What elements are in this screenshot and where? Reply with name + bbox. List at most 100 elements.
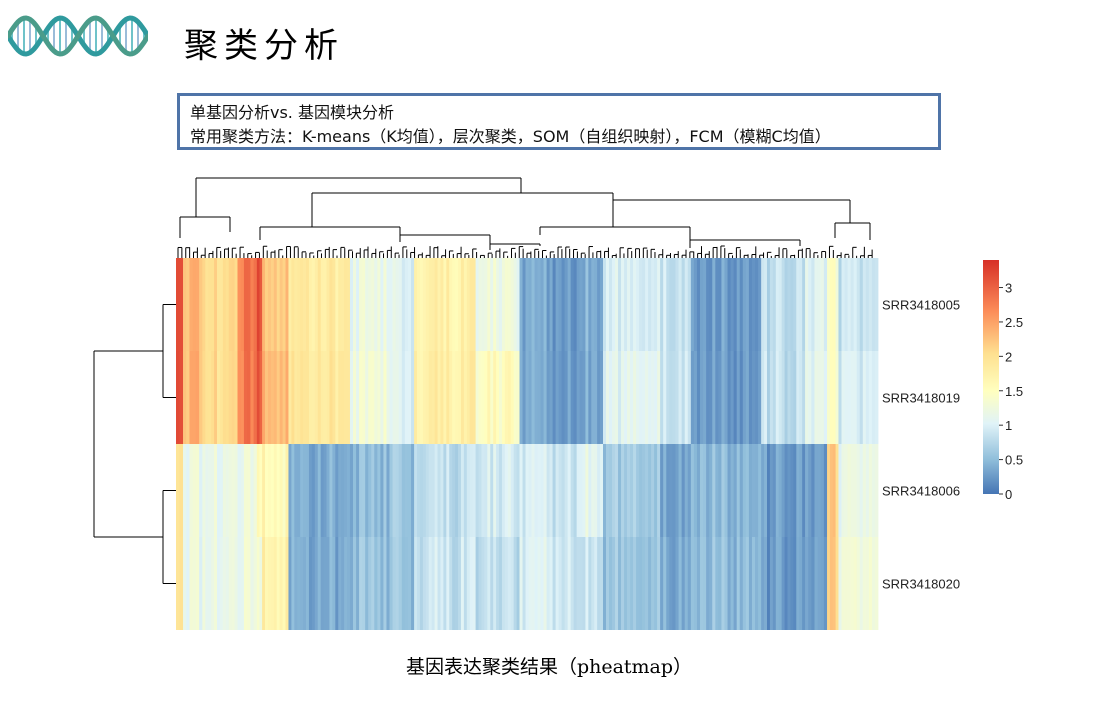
heatmap-cell	[585, 258, 589, 351]
heatmap-cell	[225, 258, 230, 351]
heatmap-cell	[827, 351, 831, 444]
heatmap-cell	[718, 258, 722, 351]
heatmap-cell	[832, 444, 837, 537]
heatmap-cell	[841, 258, 845, 351]
heatmap-cell	[338, 351, 342, 444]
heatmap-cell	[225, 351, 230, 444]
heatmap-cell	[552, 537, 556, 630]
heatmap-cell	[469, 537, 474, 630]
heatmap-cell	[579, 258, 583, 351]
colorbar-tick-label: 0	[1005, 487, 1012, 502]
heatmap-cell	[475, 258, 479, 351]
heatmap-cell	[326, 537, 330, 630]
heatmap-cell	[715, 258, 719, 351]
heatmap-cell	[228, 258, 233, 351]
heatmap-cell	[838, 258, 842, 351]
heatmap-cell	[217, 537, 221, 630]
heatmap-cell	[591, 537, 595, 630]
heatmap-cell	[314, 258, 319, 351]
heatmap-cell	[265, 444, 269, 537]
heatmap-cell	[499, 444, 503, 537]
colorbar	[983, 260, 999, 494]
heatmap-cell	[769, 444, 774, 537]
heatmap-cell	[546, 537, 550, 630]
heatmap-cell	[651, 444, 655, 537]
heatmap-cell	[784, 444, 788, 537]
heatmap-cell	[335, 258, 339, 351]
heatmap-cell	[781, 258, 785, 351]
heatmap-cell	[745, 258, 750, 351]
heatmap-cell	[730, 351, 735, 444]
heatmap-cell	[344, 444, 348, 537]
heatmap-cell	[772, 444, 777, 537]
heatmap-cell	[736, 537, 741, 630]
heatmap-cell	[414, 258, 418, 351]
heatmap-cell	[446, 444, 450, 537]
heatmap-cell	[787, 351, 791, 444]
heatmap-cell	[401, 444, 406, 537]
heatmap-cell	[654, 444, 658, 537]
heatmap-cell	[823, 444, 828, 537]
heatmap-cell	[778, 258, 783, 351]
heatmap-cell	[761, 258, 765, 351]
heatmap-cell	[335, 351, 339, 444]
heatmap-cell	[411, 537, 415, 630]
heatmap-cell	[552, 258, 556, 351]
heatmap-cell	[570, 537, 575, 630]
heatmap-cell	[443, 537, 447, 630]
heatmap-cell	[395, 444, 400, 537]
heatmap-cell	[525, 537, 529, 630]
column-dendrogram	[177, 177, 873, 258]
heatmap-cell	[528, 351, 532, 444]
heatmap-cell	[761, 351, 765, 444]
heatmap-cell	[487, 537, 491, 630]
heatmap-cell	[633, 444, 637, 537]
heatmap-cell	[389, 351, 393, 444]
heatmap-cell	[681, 537, 686, 630]
heatmap-cell	[199, 351, 203, 444]
heatmap-cell	[758, 444, 762, 537]
heatmap-cell	[499, 351, 503, 444]
heatmap-cell	[853, 537, 858, 630]
heatmap-cell	[481, 351, 485, 444]
heatmap-cell	[820, 444, 825, 537]
heatmap-cell	[678, 258, 683, 351]
heatmap-cell	[458, 351, 462, 444]
heatmap-cell	[247, 258, 251, 351]
heatmap-cell	[270, 444, 275, 537]
heatmap-cell	[359, 258, 363, 351]
heatmap-cell	[621, 444, 625, 537]
heatmap-cell	[291, 258, 295, 351]
heatmap-cell	[748, 537, 753, 630]
heatmap-cell	[534, 351, 538, 444]
heatmap-cell	[540, 537, 544, 630]
heatmap-cell	[865, 258, 870, 351]
heatmap-cell	[844, 444, 848, 537]
heatmap-cell	[501, 444, 506, 537]
heatmap-cell	[455, 537, 459, 630]
heatmap-cell	[751, 258, 756, 351]
heatmap-cell	[389, 258, 393, 351]
heatmap-cell	[332, 258, 336, 351]
heatmap-cell	[282, 444, 286, 537]
heatmap-cell	[778, 537, 783, 630]
heatmap-cell	[460, 537, 465, 630]
heatmap-cell	[338, 537, 342, 630]
heatmap-cell	[195, 537, 200, 630]
heatmap-cell	[651, 351, 655, 444]
heatmap-cell	[484, 351, 488, 444]
heatmap-cell	[636, 351, 640, 444]
heatmap-cell	[687, 351, 692, 444]
colorbar-tick-label: 0.5	[1005, 453, 1023, 468]
heatmap-cell	[669, 351, 673, 444]
heatmap-cell	[700, 537, 704, 630]
heatmap-cell	[570, 351, 575, 444]
heatmap-cell	[859, 444, 864, 537]
heatmap-cell	[675, 258, 679, 351]
heatmap-cell	[186, 444, 190, 537]
heatmap-cell	[452, 258, 456, 351]
heatmap-cell	[567, 258, 572, 351]
heatmap-cell	[317, 444, 322, 537]
heatmap-cell	[317, 537, 322, 630]
heatmap-cell	[411, 258, 415, 351]
